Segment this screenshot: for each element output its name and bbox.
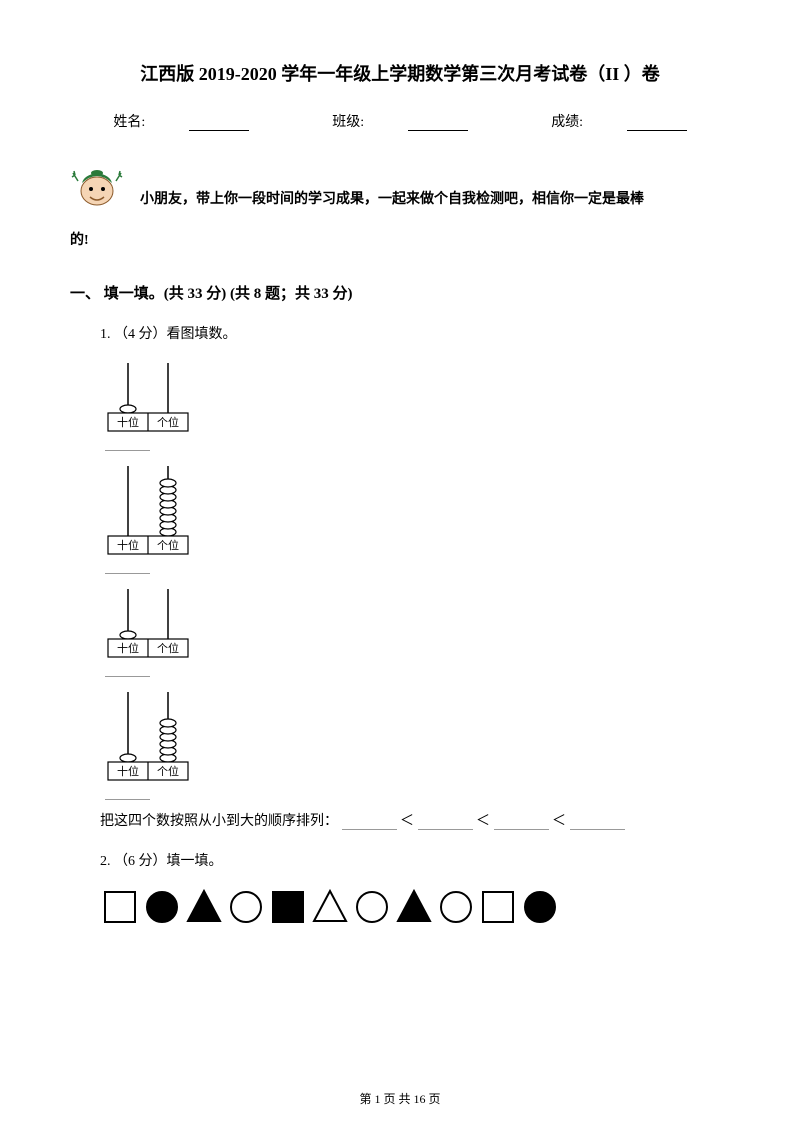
- sort-instruction: 把这四个数按照从小到大的顺序排列： ＜ ＜ ＜: [100, 810, 730, 830]
- lt-2: ＜: [476, 814, 490, 829]
- score-label: 成绩:: [551, 115, 583, 130]
- abacus-svg-1: 十位 个位: [100, 358, 240, 433]
- abacus-4: 十位 个位: [100, 687, 730, 800]
- student-info-line: 姓名: 班级: 成绩:: [70, 111, 730, 131]
- sort-blank-1[interactable]: [342, 816, 397, 830]
- section-1-heading: 一、 填一填。(共 33 分) (共 8 题；共 33 分): [70, 282, 730, 303]
- abacus-blank-2[interactable]: [105, 562, 150, 574]
- abacus-3: 十位 个位: [100, 584, 730, 677]
- score-blank[interactable]: [627, 115, 687, 131]
- svg-text:十位: 十位: [117, 764, 139, 778]
- sort-blank-2[interactable]: [418, 816, 473, 830]
- question-1-label: 1. （4 分）看图填数。: [100, 323, 730, 343]
- svg-text:个位: 个位: [157, 538, 179, 552]
- svg-text:十位: 十位: [117, 538, 139, 552]
- abacus-2: 十位 个位: [100, 461, 730, 574]
- abacus-svg-4: 十位 个位: [100, 687, 240, 782]
- lt-3: ＜: [552, 814, 566, 829]
- sort-text: 把这四个数按照从小到大的顺序排列：: [100, 814, 338, 829]
- sort-blank-4[interactable]: [570, 816, 625, 830]
- abacus-1: 十位 个位: [100, 358, 730, 451]
- exam-title: 江西版 2019-2020 学年一年级上学期数学第三次月考试卷（II ）卷: [70, 60, 730, 86]
- page-footer: 第 1 页 共 16 页: [0, 1090, 800, 1107]
- name-label: 姓名:: [113, 115, 145, 130]
- shapes-diagram: [100, 885, 580, 930]
- question-2-label: 2. （6 分）填一填。: [100, 850, 730, 870]
- intro-row: 小朋友，带上你一段时间的学习成果，一起来做个自我检测吧，相信你一定是最棒: [70, 161, 730, 216]
- abacus-blank-3[interactable]: [105, 665, 150, 677]
- abacus-blank-4[interactable]: [105, 788, 150, 800]
- abacus-svg-3: 十位 个位: [100, 584, 240, 659]
- svg-text:十位: 十位: [117, 641, 139, 655]
- shapes-row: [100, 885, 730, 935]
- lt-1: ＜: [400, 814, 414, 829]
- class-label: 班级:: [332, 115, 364, 130]
- svg-text:十位: 十位: [117, 415, 139, 429]
- intro-text-2: 的!: [70, 226, 730, 257]
- abacus-svg-2: 十位 个位: [100, 461, 240, 556]
- svg-text:个位: 个位: [157, 764, 179, 778]
- intro-text-1: 小朋友，带上你一段时间的学习成果，一起来做个自我检测吧，相信你一定是最棒: [140, 185, 644, 216]
- svg-text:个位: 个位: [157, 415, 179, 429]
- sort-blank-3[interactable]: [494, 816, 549, 830]
- mascot-icon: [70, 161, 125, 216]
- class-blank[interactable]: [408, 115, 468, 131]
- name-blank[interactable]: [189, 115, 249, 131]
- abacus-blank-1[interactable]: [105, 439, 150, 451]
- svg-text:个位: 个位: [157, 641, 179, 655]
